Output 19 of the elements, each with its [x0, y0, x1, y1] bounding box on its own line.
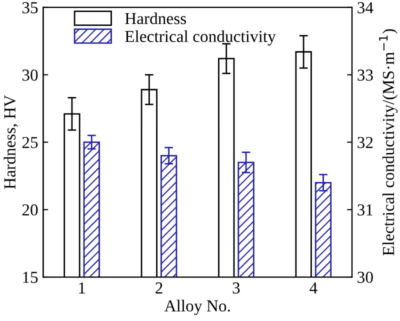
y-tick-label: 30	[22, 69, 38, 81]
y-tick-label: 25	[22, 136, 38, 148]
y2-tick-label: 34	[358, 2, 374, 14]
y2-tick-label: 30	[358, 272, 373, 283]
x-tick-label: 1	[79, 282, 85, 294]
y2-tick-label: 31	[358, 204, 373, 216]
y-tick-label: 20	[22, 204, 38, 216]
y-tick-label: 35	[22, 2, 38, 14]
y-axis-title: Hardness, HV	[4, 95, 18, 189]
legend-label: Hardness	[125, 12, 186, 24]
y-tick-label: 15	[23, 272, 38, 283]
x-axis-title: Alloy No.	[164, 300, 230, 315]
x-tick-label: 2	[156, 282, 162, 294]
x-tick-label: 4	[310, 282, 318, 294]
y2-axis-title: Electrical conductivity/(MS·m$^{−1}$)	[379, 29, 398, 256]
x-tick-label: 3	[232, 282, 240, 294]
y2-tick-label: 32	[358, 136, 373, 148]
legend-label: Electrical conductivity	[125, 30, 276, 46]
y2-tick-label: 33	[358, 70, 373, 81]
